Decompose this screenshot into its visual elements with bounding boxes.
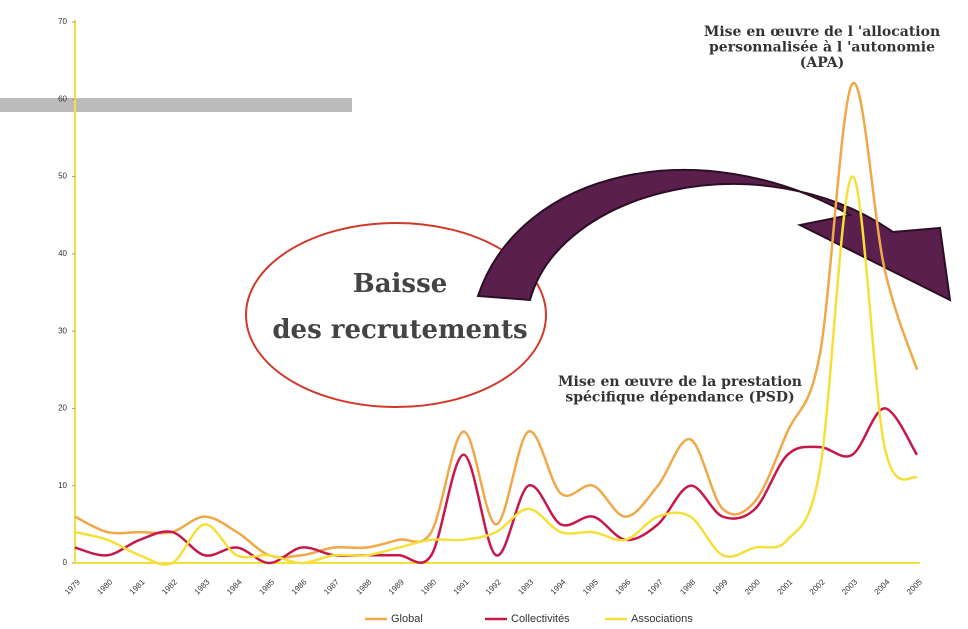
x-tick-label: 1997 <box>646 577 665 596</box>
annotation: Mise en œuvre de la prestation <box>558 374 802 390</box>
x-tick-label: 1984 <box>225 577 244 596</box>
arrow <box>476 169 952 302</box>
x-tick-label: 1987 <box>322 577 341 596</box>
annotation: (APA) <box>800 55 844 71</box>
series-line <box>74 407 919 565</box>
x-tick-label: 1985 <box>257 577 276 596</box>
series-line <box>74 175 918 566</box>
series-line <box>74 81 919 559</box>
x-tick-label: 1988 <box>354 577 373 596</box>
annotation: personnalisée à l 'autonomie <box>709 40 935 56</box>
x-tick-label: 1992 <box>484 577 503 596</box>
x-tick-label: 1996 <box>613 577 632 596</box>
y-tick-label: 20 <box>58 404 67 413</box>
highlight-ellipse <box>245 222 547 408</box>
x-tick-label: 1995 <box>581 577 600 596</box>
x-tick-label: 1991 <box>452 577 471 596</box>
y-tick-label: 40 <box>58 249 67 258</box>
x-tick-label: 2002 <box>808 577 827 596</box>
x-tick-label: 2005 <box>905 577 924 596</box>
y-tick-label: 0 <box>63 558 68 567</box>
x-tick-label: 1982 <box>160 577 179 596</box>
x-tick-label: 1999 <box>711 577 730 596</box>
scan-bar <box>0 98 352 112</box>
x-tick-label: 1979 <box>63 577 82 596</box>
x-tick-label: 1980 <box>95 577 114 596</box>
annotation: Mise en œuvre de l 'allocation <box>704 24 940 40</box>
x-tick-label: 2004 <box>873 577 892 596</box>
x-tick-label: 1998 <box>678 577 697 596</box>
annotation: Baisse <box>353 269 448 299</box>
legend-label: Global <box>391 613 423 625</box>
y-tick-label: 10 <box>58 481 67 490</box>
x-tick-label: 2003 <box>840 577 859 596</box>
x-tick-label: 1989 <box>387 577 406 596</box>
x-tick-label: 1981 <box>128 577 147 596</box>
annotation: spécifique dépendance (PSD) <box>565 390 794 406</box>
annotation: des recrutements <box>272 315 527 345</box>
x-tick-label: 1993 <box>516 577 535 596</box>
legend-label: Associations <box>631 613 693 625</box>
x-tick-label: 1994 <box>549 577 568 596</box>
y-tick-label: 50 <box>58 172 67 181</box>
x-tick-label: 1983 <box>192 577 211 596</box>
x-tick-label: 1986 <box>290 577 309 596</box>
x-tick-label: 1990 <box>419 577 438 596</box>
legend-label: Collectivités <box>511 613 570 625</box>
x-tick-label: 2001 <box>775 577 794 596</box>
x-tick-label: 2000 <box>743 577 762 596</box>
y-tick-label: 60 <box>58 94 67 103</box>
y-tick-label: 30 <box>58 326 67 335</box>
y-tick-label: 70 <box>58 17 67 26</box>
